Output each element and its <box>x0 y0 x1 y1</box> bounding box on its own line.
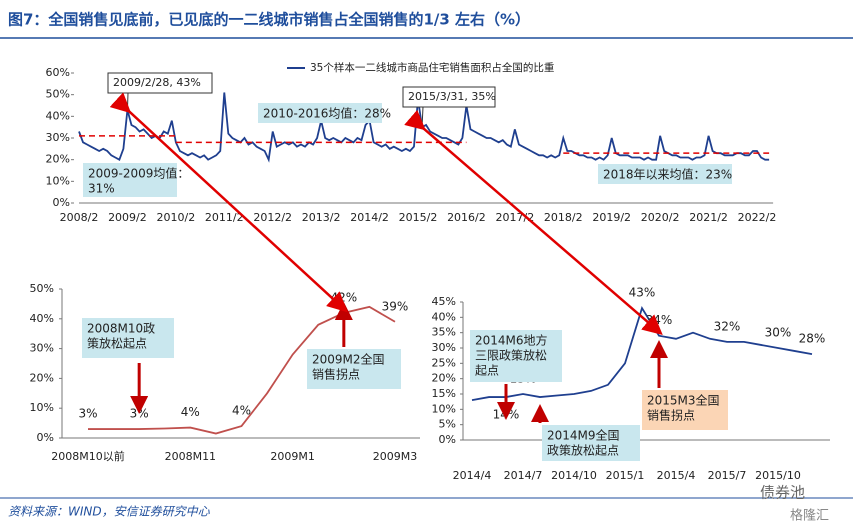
y-tick-label: 30% <box>46 131 70 144</box>
data-label: 28% <box>799 332 826 346</box>
annotation-box <box>307 349 401 389</box>
y-tick-label: 40% <box>432 310 456 323</box>
x-tick-label: 2015/10 <box>755 469 801 482</box>
source: 资料来源：WIND，安信证券研究中心 <box>8 505 211 519</box>
x-tick-label: 2012/2 <box>253 211 292 224</box>
x-tick-label: 2015/1 <box>606 469 645 482</box>
y-tick-label: 20% <box>30 371 54 384</box>
data-label: 32% <box>714 319 741 333</box>
x-tick-label: 2014/10 <box>551 469 597 482</box>
x-tick-label: 2009M1 <box>270 450 314 463</box>
y-tick-label: 10% <box>30 401 54 414</box>
data-label: 4% <box>232 404 251 418</box>
y-tick-label: 20% <box>432 372 456 385</box>
data-label: 4% <box>181 405 200 419</box>
annotation-text: 政策放松起点 <box>547 443 619 458</box>
y-tick-label: 10% <box>46 174 70 187</box>
annotation-text: 2009M2全国 <box>312 352 385 367</box>
x-tick-label: 2008M11 <box>165 450 216 463</box>
y-tick-label: 40% <box>30 312 54 325</box>
link-arrow <box>404 109 663 336</box>
callout-box <box>402 86 496 108</box>
x-tick-label: 2009/2 <box>108 211 147 224</box>
y-tick-label: 50% <box>46 88 70 101</box>
annotation-text: 2018年以来均值：23% <box>603 167 732 182</box>
y-tick-label: 35% <box>432 326 456 339</box>
annotation-text: 2009-2009均值： <box>88 166 189 181</box>
y-tick-label: 0% <box>37 431 54 444</box>
data-label: 43% <box>629 286 656 300</box>
y-tick-label: 40% <box>46 109 70 122</box>
x-tick-label: 2021/2 <box>689 211 728 224</box>
annotation-box <box>82 318 174 358</box>
y-tick-label: 20% <box>46 153 70 166</box>
x-tick-label: 2008/2 <box>60 211 99 224</box>
y-tick-label: 60% <box>46 66 70 79</box>
x-tick-label: 2015/2 <box>399 211 438 224</box>
x-tick-label: 2015/7 <box>708 469 747 482</box>
callout-text: 2015/3/31, 35% <box>408 90 496 103</box>
y-tick-label: 30% <box>30 342 54 355</box>
data-label: 39% <box>382 299 409 313</box>
y-tick-label: 45% <box>432 295 456 308</box>
annotation-text: 起点 <box>475 364 499 378</box>
annotation-text: 销售拐点 <box>647 408 695 423</box>
callout-text: 2009/2/28, 43% <box>113 76 201 89</box>
data-label: 3% <box>78 407 97 421</box>
watermark: 债券池 <box>760 484 805 502</box>
x-tick-label: 2020/2 <box>641 211 680 224</box>
annotation-text: 2010-2016均值：28% <box>263 106 391 121</box>
annotation-text: 销售拐点 <box>312 367 360 382</box>
link-arrow <box>109 92 348 313</box>
annotation-box <box>542 425 640 461</box>
x-tick-label: 2014/4 <box>453 469 492 482</box>
y-tick-label: 0% <box>439 433 456 446</box>
x-tick-label: 2013/2 <box>302 211 341 224</box>
annotation-text: 2014M6地方 <box>475 333 548 348</box>
annotation-text: 31% <box>88 182 115 196</box>
y-tick-label: 0% <box>53 196 70 209</box>
x-tick-label: 2015/4 <box>657 469 696 482</box>
x-tick-label: 2009M3 <box>373 450 417 463</box>
annotation-text: 三限政策放松 <box>475 348 547 363</box>
callout-leader <box>421 106 424 128</box>
annotation-box <box>642 390 728 430</box>
x-tick-label: 2018/2 <box>544 211 583 224</box>
x-tick-label: 2019/2 <box>592 211 631 224</box>
data-label: 30% <box>765 326 792 340</box>
y-tick-label: 5% <box>439 418 456 431</box>
x-tick-label: 2008M10以前 <box>51 449 124 463</box>
annotation-text: 策放松起点 <box>87 336 147 351</box>
y-tick-label: 15% <box>432 387 456 400</box>
y-tick-label: 30% <box>432 341 456 354</box>
x-tick-label: 2022/2 <box>738 211 777 224</box>
data-label: 42% <box>330 290 357 304</box>
y-tick-label: 10% <box>432 402 456 415</box>
annotation-text: 2008M10政 <box>87 322 155 336</box>
y-tick-label: 25% <box>432 356 456 369</box>
x-tick-label: 2016/2 <box>447 211 486 224</box>
watermark: 格隆汇 <box>790 508 829 524</box>
legend-label: 35个样本一二线城市商品住宅销售面积占全国的比重 <box>310 61 554 74</box>
annotation-box <box>470 330 562 382</box>
title: 图7：全国销售见底前，已见底的一二线城市销售占全国销售的1/3 左右（%） <box>8 11 530 29</box>
y-tick-label: 50% <box>30 282 54 295</box>
x-tick-label: 2014/2 <box>350 211 389 224</box>
data-label: 3% <box>130 407 149 421</box>
callout-leader <box>126 92 129 110</box>
x-tick-label: 2014/7 <box>504 469 543 482</box>
x-tick-label: 2010/2 <box>157 211 196 224</box>
annotation-text: 2014M9全国 <box>547 428 620 443</box>
annotation-text: 2015M3全国 <box>647 393 720 408</box>
